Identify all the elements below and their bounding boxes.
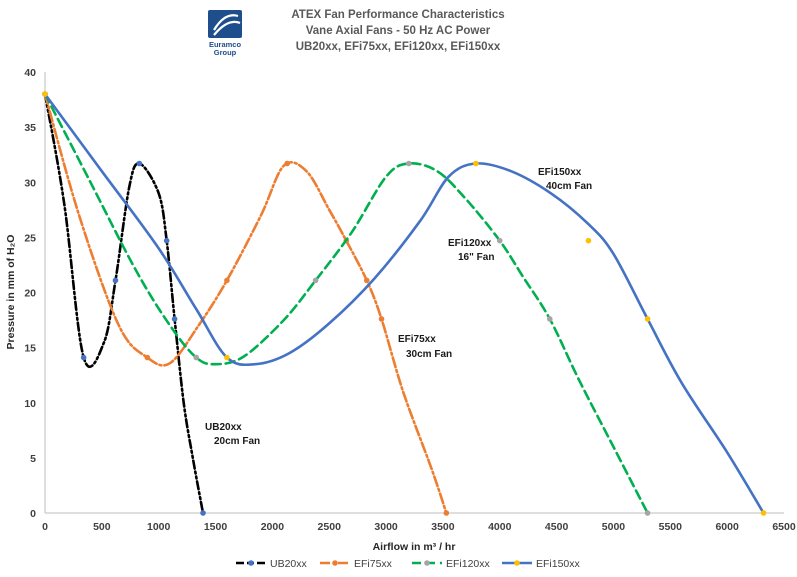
series-annotation-ub20xx: 20cm Fan xyxy=(214,436,260,447)
y-tick-label: 35 xyxy=(24,122,36,134)
x-axis-label: Airflow in m³ / hr xyxy=(373,541,456,553)
data-point-efi75xx xyxy=(363,277,370,284)
y-tick-label: 20 xyxy=(24,288,36,300)
x-tick-label: 6000 xyxy=(715,521,739,533)
data-point-efi150xx xyxy=(473,160,479,167)
data-point-efi120xx xyxy=(496,237,503,244)
legend-entry-efi75xx: EFi75xx xyxy=(354,558,393,570)
x-tick-labels: 0 500 1000 1500 2000 2500 3000 3500 4000 4500 5000… xyxy=(42,521,796,533)
data-point-efi150xx xyxy=(760,510,767,516)
y-tick-label: 30 xyxy=(24,177,36,189)
data-point-efi150xx xyxy=(224,354,230,361)
x-tick-label: 4000 xyxy=(488,521,512,533)
data-point-ub20xx xyxy=(171,316,178,322)
y-tick-label: 0 xyxy=(30,508,36,520)
data-point-ub20xx xyxy=(200,510,206,516)
legend-swatch-marker xyxy=(248,560,254,566)
y-tick-label: 15 xyxy=(24,343,36,355)
data-point-efi75xx xyxy=(224,277,230,284)
x-tick-label: 3500 xyxy=(431,521,455,533)
legend-swatch-marker xyxy=(514,560,520,566)
legend-swatch-marker xyxy=(332,560,338,566)
logo-name: Euramco xyxy=(209,40,242,49)
data-point-efi120xx xyxy=(312,277,319,284)
legend: UB20xx EFi75xx EFi120xx EFi150xx xyxy=(236,558,581,570)
series-annotation-efi75xx: 30cm Fan xyxy=(406,349,452,360)
series-annotation-efi120xx: EFi120xx xyxy=(448,238,492,249)
logo-swirl xyxy=(213,14,241,36)
series-line-efi150xx xyxy=(43,92,765,515)
x-tick-label: 2000 xyxy=(261,521,285,533)
series-line-efi75xx xyxy=(43,92,448,515)
series-annotations: UB20xx 20cm Fan EFi75xx 30cm Fan EFi120xx 16"… xyxy=(205,167,592,447)
series-layer xyxy=(42,91,767,516)
x-tick-label: 1500 xyxy=(204,521,228,533)
series-annotation-efi150xx: 40cm Fan xyxy=(546,181,592,192)
x-tick-label: 5500 xyxy=(659,521,683,533)
series-annotation-ub20xx: UB20xx xyxy=(205,422,242,433)
x-tick-label: 1000 xyxy=(147,521,171,533)
data-point-efi75xx xyxy=(284,160,290,167)
data-point-efi75xx xyxy=(144,354,151,361)
y-axis-label: Pressure in mm of H₂O xyxy=(5,235,17,350)
series-annotation-efi150xx: EFi150xx xyxy=(538,167,582,178)
legend-entry-ub20xx: UB20xx xyxy=(270,558,308,570)
y-tick-label: 25 xyxy=(24,232,36,244)
legend-swatch-marker xyxy=(424,560,430,566)
chart-title-line-2: Vane Axial Fans - 50 Hz AC Power xyxy=(306,25,491,37)
series-line-efi120xx xyxy=(43,92,649,515)
data-point-ub20xx xyxy=(163,237,170,244)
series-line-ub20xx xyxy=(43,92,205,515)
data-point-ub20xx xyxy=(136,160,143,167)
data-point-efi150xx xyxy=(585,237,592,244)
axes xyxy=(44,72,784,514)
data-point-ub20xx xyxy=(112,277,119,284)
chart-title-line-1: ATEX Fan Performance Characteristics xyxy=(291,9,504,21)
data-point-ub20xx xyxy=(80,354,87,361)
data-point-efi120xx xyxy=(193,354,200,361)
data-point-efi120xx xyxy=(546,316,553,322)
legend-entry-efi120xx: EFi120xx xyxy=(446,558,491,570)
x-tick-label: 6500 xyxy=(772,521,796,533)
data-point-efi120xx xyxy=(644,510,651,516)
data-point-efi150xx xyxy=(42,91,48,97)
y-tick-label: 5 xyxy=(30,453,36,465)
x-tick-label: 2500 xyxy=(318,521,342,533)
legend-entry-efi150xx: EFi150xx xyxy=(536,558,581,570)
y-tick-label: 40 xyxy=(24,67,36,79)
y-tick-labels: 0 5 10 15 20 25 30 35 40 xyxy=(24,67,36,520)
x-tick-label: 500 xyxy=(93,521,111,533)
logo-sub: Group xyxy=(214,48,237,57)
data-point-efi150xx xyxy=(644,316,651,322)
series-annotation-efi120xx: 16" Fan xyxy=(458,252,494,263)
data-point-efi75xx xyxy=(378,316,385,322)
x-tick-label: 5000 xyxy=(602,521,626,533)
euramco-logo: Euramco Group xyxy=(208,10,242,57)
y-tick-label: 10 xyxy=(24,398,36,410)
series-annotation-efi75xx: EFi75xx xyxy=(398,334,436,345)
x-tick-label: 0 xyxy=(42,521,48,533)
data-point-efi120xx xyxy=(406,160,412,167)
data-point-efi75xx xyxy=(443,510,450,516)
chart-title-line-3: UB20xx, EFi75xx, EFi120xx, EFi150xx xyxy=(296,41,501,53)
x-tick-label: 4500 xyxy=(545,521,569,533)
x-tick-label: 3000 xyxy=(374,521,398,533)
